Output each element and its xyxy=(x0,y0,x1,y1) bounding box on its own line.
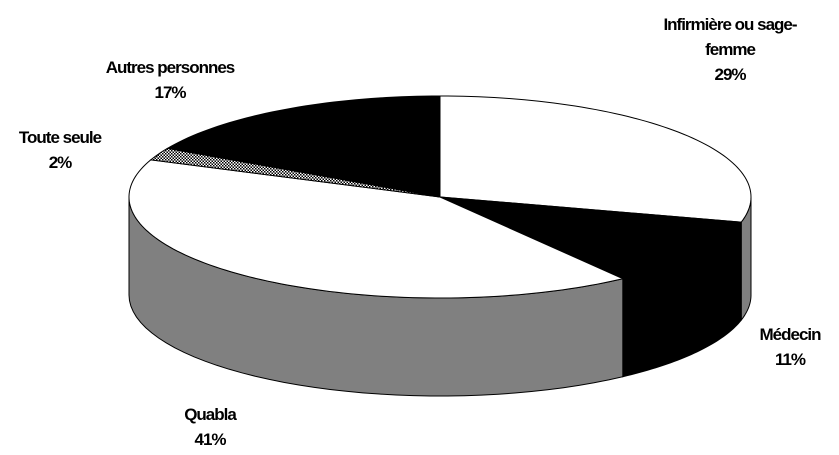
category-name: Quabla xyxy=(184,405,237,424)
value-label: 17% xyxy=(154,83,186,102)
category-name: Infirmière ou sage-femme xyxy=(663,15,797,59)
slice xyxy=(128,159,625,299)
value-label: 41% xyxy=(194,430,226,449)
slice xyxy=(439,196,743,280)
category-name: Autres personnes xyxy=(105,58,236,77)
category-name: Toute seule xyxy=(18,128,102,147)
slice-label: Infirmière ou sage-femme 29% xyxy=(660,12,800,87)
slice-label: Toute seule 2% xyxy=(0,125,120,175)
slice-label: Autres personnes 17% xyxy=(75,55,265,105)
slice-label: Quabla 41% xyxy=(150,402,270,452)
value-label: 2% xyxy=(48,153,73,172)
category-name: Médecin xyxy=(759,325,821,344)
value-label: 11% xyxy=(774,350,806,369)
slice xyxy=(439,95,752,223)
value-label: 29% xyxy=(714,65,746,84)
slice-label: Médecin 11% xyxy=(735,322,839,372)
slice xyxy=(166,95,441,198)
slice xyxy=(149,147,441,198)
